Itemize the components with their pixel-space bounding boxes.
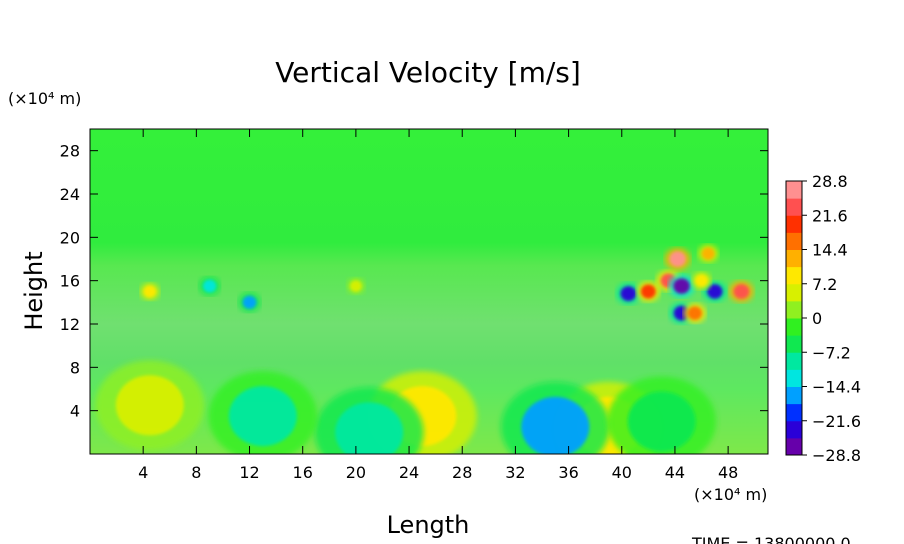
feature-core [695,274,708,287]
feature-core [350,280,362,292]
feature-core [701,247,715,260]
colorbar-swatch [786,386,802,405]
time-readout: TIME = 13800000.0 [691,534,851,544]
x-tick-label: 44 [665,463,685,482]
colorbar-swatch [786,420,802,439]
feature-core [115,375,184,436]
colorbar-swatch [786,437,802,456]
y-tick-label: 28 [60,142,80,161]
x-tick-label: 8 [191,463,201,482]
y-tick-label: 20 [60,228,80,247]
feature-core [143,285,156,298]
feature-core [627,391,696,452]
colorbar-tick-label: −21.6 [812,412,861,431]
feature-core [335,402,404,454]
colorbar: 28.8 21.6 14.4 7.2 0 −7.2 −14.4 −21.6 −28.8 [785,172,861,465]
x-tick-label: 20 [346,463,366,482]
colorbar-swatch [786,198,802,216]
colorbar-tick-label: 7.2 [812,275,837,294]
x-tick-label: 24 [399,463,419,482]
y-tick-label: 24 [60,185,80,204]
x-tick-label: 4 [138,463,148,482]
y-tick-label: 8 [70,358,80,377]
plot-frame [89,128,769,455]
feature-core [707,284,723,299]
chart-title: Vertical Velocity [m/s] [275,56,581,89]
y-tick-label: 4 [70,402,80,421]
colorbar-tick-label: 0 [812,309,822,328]
field-features [95,244,755,454]
colorbar-swatch [786,300,802,319]
colorbar-swatch [786,369,802,387]
colorbar-tick-label: −14.4 [812,378,861,397]
colorbar-tick-label: 14.4 [812,241,848,260]
feature-core [673,278,690,294]
feature-core [733,284,750,299]
x-tick-label: 48 [718,463,738,482]
x-unit-label: (×10⁴ m) [694,485,767,504]
y-unit-label: (×10⁴ m) [8,89,81,108]
feature-core [669,251,686,267]
colorbar-swatch [786,266,802,285]
colorbar-swatch [786,352,802,370]
colorbar-swatch [786,232,802,250]
y-axis-ticks: 4 8 12 16 20 24 28 [60,142,768,421]
x-tick-label: 36 [558,463,578,482]
x-tick-label: 28 [452,463,472,482]
y-axis-label: Height [20,251,48,330]
feature-core [620,286,637,302]
x-tick-label: 12 [239,463,259,482]
colorbar-tick-label: −28.8 [812,446,861,465]
colorbar-swatch [786,403,802,422]
colorbar-tick-label: −7.2 [812,343,851,362]
colorbar-swatch [786,318,802,336]
feature-core [242,295,257,309]
feature-core [228,386,297,447]
y-tick-label: 12 [60,315,80,334]
feature-core [521,396,590,454]
colorbar-swatch [786,215,802,233]
y-tick-label: 16 [60,272,80,291]
feature-core [640,284,656,299]
feature-core [687,306,703,320]
colorbar-swatch [786,181,802,199]
colorbar-swatch [786,335,802,353]
colorbar-swatch [786,249,802,268]
colorbar-tick-label: 21.6 [812,206,848,225]
x-axis-ticks: 4 8 12 16 20 24 28 32 36 40 44 48 [138,129,738,482]
colorbar-tick-label: 28.8 [812,172,848,191]
x-tick-label: 40 [612,463,632,482]
x-axis-label: Length [387,511,470,539]
x-tick-label: 32 [505,463,525,482]
x-tick-label: 16 [293,463,313,482]
colorbar-swatch [786,283,802,302]
feature-core [202,279,217,293]
